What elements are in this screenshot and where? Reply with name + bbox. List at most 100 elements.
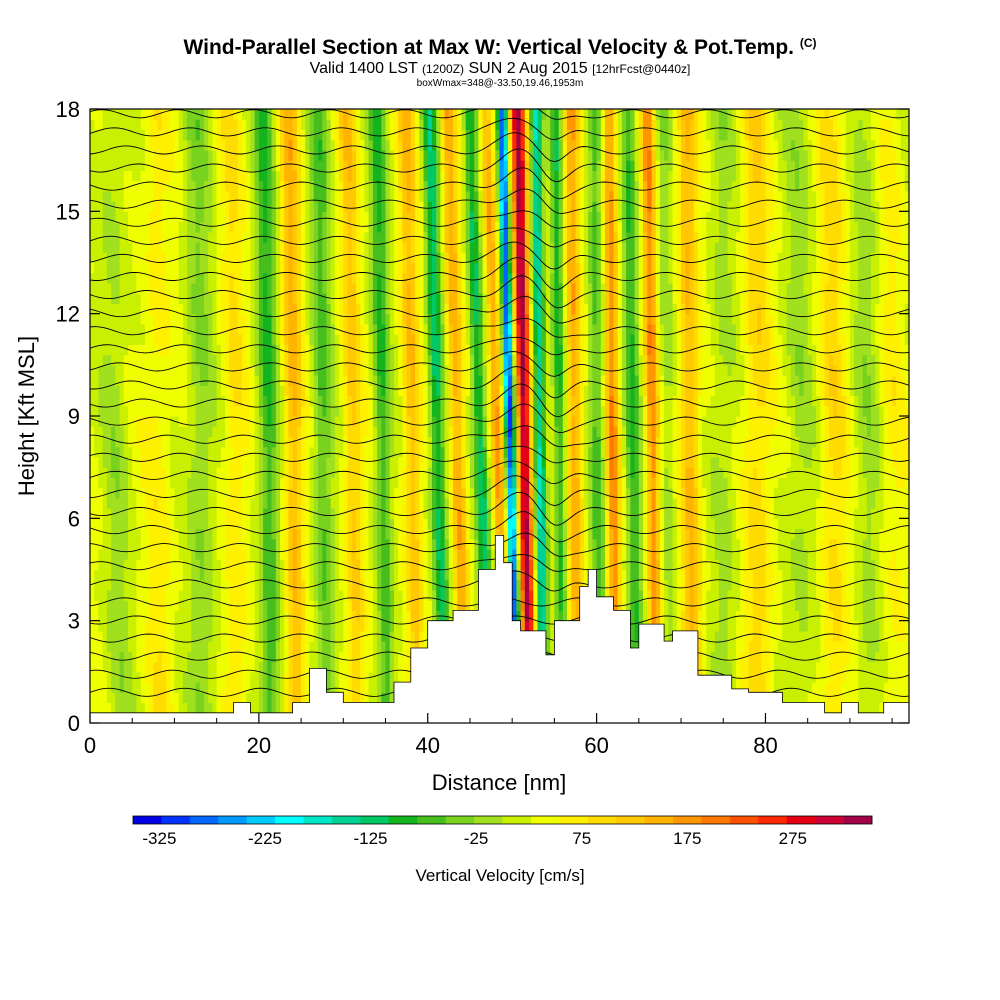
- velocity-cell: [820, 334, 826, 345]
- velocity-cell: [250, 671, 260, 683]
- velocity-cell: [212, 323, 218, 335]
- velocity-cell: [617, 538, 623, 550]
- velocity-cell: [816, 538, 821, 550]
- velocity-cell: [377, 508, 382, 519]
- velocity-cell: [432, 334, 441, 345]
- velocity-cell: [482, 456, 488, 468]
- velocity-cell: [681, 416, 686, 427]
- velocity-cell: [263, 682, 268, 693]
- velocity-cell: [643, 416, 648, 427]
- velocity-cell: [583, 487, 589, 499]
- velocity-cell: [837, 385, 842, 397]
- velocity-cell: [495, 487, 501, 499]
- velocity-cell: [246, 334, 251, 345]
- velocity-cell: [216, 334, 226, 345]
- velocity-cell: [609, 344, 615, 356]
- velocity-cell: [706, 508, 712, 519]
- velocity-cell: [588, 334, 593, 345]
- velocity-cell: [419, 590, 425, 601]
- velocity-cell: [849, 334, 855, 345]
- velocity-cell: [309, 579, 315, 591]
- velocity-cell: [748, 549, 767, 560]
- velocity-cell: [347, 416, 353, 427]
- velocity-cell: [609, 375, 615, 386]
- velocity-cell: [444, 538, 450, 550]
- velocity-cell: [871, 508, 885, 519]
- velocity-cell: [592, 497, 602, 509]
- velocity-cell: [166, 579, 184, 591]
- velocity-cell: [571, 487, 581, 499]
- velocity-cell: [672, 600, 678, 611]
- velocity-cell: [849, 354, 855, 366]
- velocity-cell: [634, 630, 640, 642]
- velocity-cell: [740, 508, 750, 519]
- velocity-cell: [271, 364, 277, 376]
- velocity-cell: [216, 692, 222, 704]
- velocity-cell: [284, 569, 289, 581]
- velocity-cell: [790, 549, 809, 560]
- velocity-cell: [849, 456, 859, 468]
- velocity-cell: [702, 528, 707, 540]
- velocity-cell: [419, 323, 425, 335]
- velocity-cell: [816, 405, 821, 417]
- velocity-cell: [330, 682, 336, 693]
- velocity-cell: [440, 590, 446, 601]
- velocity-cell: [208, 651, 218, 663]
- velocity-cell: [402, 446, 408, 458]
- velocity-cell: [550, 569, 555, 581]
- velocity-cell: [427, 426, 433, 437]
- velocity-cell: [246, 559, 256, 571]
- velocity-cell: [520, 559, 526, 571]
- velocity-cell: [385, 395, 391, 407]
- velocity-cell: [474, 508, 479, 519]
- velocity-cell: [883, 354, 902, 366]
- velocity-cell: [267, 456, 273, 468]
- velocity-cell: [486, 487, 492, 499]
- velocity-cell: [305, 559, 311, 571]
- velocity-cell: [339, 682, 349, 693]
- velocity-cell: [740, 344, 750, 356]
- velocity-cell: [94, 579, 112, 591]
- velocity-cell: [254, 395, 260, 407]
- velocity-cell: [681, 385, 686, 397]
- velocity-cell: [512, 354, 517, 366]
- velocity-cell: [567, 436, 572, 448]
- velocity-cell: [529, 446, 534, 458]
- velocity-cell: [879, 528, 909, 540]
- velocity-cell: [436, 375, 441, 386]
- velocity-cell: [503, 518, 509, 530]
- velocity-cell: [301, 641, 306, 652]
- velocity-cell: [562, 416, 568, 427]
- velocity-cell: [254, 405, 260, 417]
- velocity-cell: [212, 549, 218, 560]
- velocity-cell: [305, 682, 311, 693]
- velocity-cell: [258, 456, 264, 468]
- velocity-cell: [301, 477, 306, 489]
- velocity-cell: [343, 323, 349, 335]
- velocity-cell: [638, 467, 644, 478]
- velocity-cell: [621, 487, 627, 499]
- velocity-cell: [626, 590, 631, 601]
- velocity-cell: [106, 497, 129, 509]
- velocity-cell: [461, 426, 467, 437]
- velocity-cell: [562, 600, 568, 611]
- velocity-cell: [271, 487, 277, 499]
- velocity-cell: [524, 590, 530, 601]
- velocity-cell: [786, 344, 796, 356]
- velocity-cell: [630, 405, 636, 417]
- velocity-cell: [849, 385, 855, 397]
- velocity-cell: [220, 385, 230, 397]
- velocity-cell: [545, 426, 555, 437]
- velocity-cell: [457, 375, 463, 386]
- velocity-cell: [672, 497, 678, 509]
- velocity-cell: [664, 446, 674, 458]
- velocity-cell: [453, 405, 463, 417]
- velocity-cell: [533, 354, 539, 366]
- velocity-cell: [714, 518, 733, 530]
- velocity-cell: [330, 600, 336, 611]
- velocity-cell: [866, 354, 876, 366]
- velocity-cell: [689, 538, 695, 550]
- velocity-cell: [567, 344, 572, 356]
- velocity-cell: [128, 416, 137, 427]
- velocity-cell: [98, 364, 116, 376]
